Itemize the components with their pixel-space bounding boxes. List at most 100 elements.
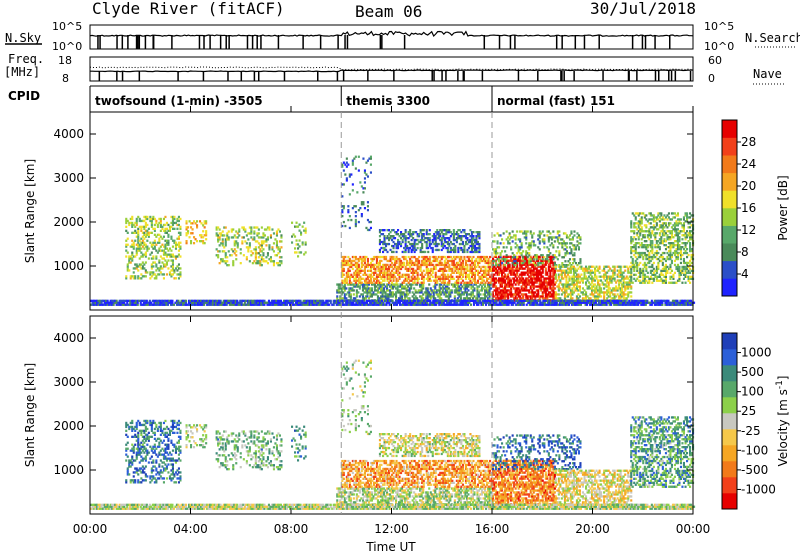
echo-cell (422, 233, 425, 236)
echo-cell (491, 297, 494, 300)
echo-cell (495, 262, 498, 265)
echo-cell (639, 281, 642, 284)
echo-cell (336, 291, 339, 294)
echo-cell (546, 256, 549, 259)
echo-cell (510, 289, 513, 292)
echo-cell (669, 242, 672, 245)
echo-cell (456, 287, 459, 290)
echo-cell (149, 217, 152, 221)
echo-cell (470, 283, 473, 286)
echo-cell (684, 249, 687, 253)
echo-cell (138, 217, 141, 221)
echo-cell (461, 240, 464, 244)
echo-cell (499, 267, 502, 270)
echo-cell (643, 261, 646, 265)
echo-cell (667, 257, 670, 261)
echo-cell (431, 267, 434, 271)
echo-cell (442, 263, 445, 267)
echo-cell (434, 297, 437, 300)
echo-cell (613, 271, 616, 274)
echo-cell (400, 275, 403, 278)
echo-cell (493, 269, 496, 272)
echo-cell (409, 257, 412, 261)
echo-cell (528, 262, 531, 265)
echo-cell (557, 287, 560, 290)
echo-cell (540, 259, 543, 262)
echo-cell (265, 244, 268, 247)
echo-cell (452, 250, 455, 254)
echo-cell (454, 263, 457, 267)
echo-cell (663, 257, 666, 261)
echo-cell (513, 260, 516, 263)
echo-cell (522, 262, 525, 265)
echo-cell (146, 239, 149, 242)
echo-cell (573, 252, 576, 255)
echo-cell (645, 244, 648, 247)
echo-cell (556, 279, 559, 282)
echo-cell (592, 265, 595, 268)
echo-cell (408, 289, 411, 292)
echo-cell (344, 224, 347, 228)
echo-cell (439, 275, 442, 278)
echo-cell (265, 260, 268, 263)
echo-cell (256, 252, 259, 255)
echo-cell (389, 265, 392, 269)
echo-cell (637, 212, 640, 215)
echo-cell (152, 265, 155, 268)
echo-cell (591, 281, 594, 284)
echo-cell (412, 242, 415, 246)
echo-cell (400, 237, 403, 240)
echo-cell (467, 275, 470, 278)
echo-cell (371, 259, 374, 263)
echo-cell (220, 232, 223, 235)
echo-cell (549, 279, 552, 282)
echo-cell (654, 238, 657, 241)
echo-cell (380, 255, 383, 259)
echo-cell (132, 223, 135, 227)
echo-cell (383, 263, 386, 267)
echo-cell (394, 263, 397, 267)
echo-cell (421, 238, 424, 242)
echo-cell (447, 293, 450, 296)
echo-cell (525, 265, 528, 268)
echo-cell (455, 240, 458, 244)
echo-cell (389, 285, 392, 288)
echo-cell (168, 227, 171, 230)
echo-cell (342, 285, 345, 288)
echo-cell (445, 233, 448, 236)
echo-cell (612, 289, 615, 292)
echo-cell (598, 287, 601, 290)
echo-cell (455, 231, 458, 234)
echo-cell (421, 263, 424, 267)
echo-cell (571, 291, 574, 294)
echo-cell (254, 250, 257, 253)
echo-cell (538, 240, 541, 243)
echo-cell (499, 259, 502, 262)
echo-cell (639, 228, 642, 231)
echo-cell (254, 262, 257, 265)
echo-cell (135, 265, 138, 268)
echo-cell (610, 269, 613, 272)
echo-cell (640, 269, 643, 272)
echo-cell (165, 227, 168, 230)
echo-cell (664, 216, 667, 219)
echo-cell (230, 230, 233, 233)
echo-cell (202, 230, 205, 233)
echo-cell (164, 253, 167, 256)
echo-cell (406, 246, 409, 250)
echo-cell (540, 287, 543, 290)
echo-cell (657, 244, 660, 247)
echo-cell (537, 275, 540, 278)
echo-cell (502, 281, 505, 284)
echo-cell (492, 285, 495, 288)
echo-cell (352, 283, 355, 286)
echo-cell (492, 283, 495, 286)
echo-cell (643, 214, 646, 217)
echo-cell (637, 279, 640, 282)
echo-cell (658, 246, 661, 249)
echo-cell (604, 285, 607, 288)
echo-cell (404, 237, 407, 240)
echo-cell (141, 275, 144, 278)
echo-cell (378, 271, 381, 274)
echo-cell (377, 267, 380, 271)
